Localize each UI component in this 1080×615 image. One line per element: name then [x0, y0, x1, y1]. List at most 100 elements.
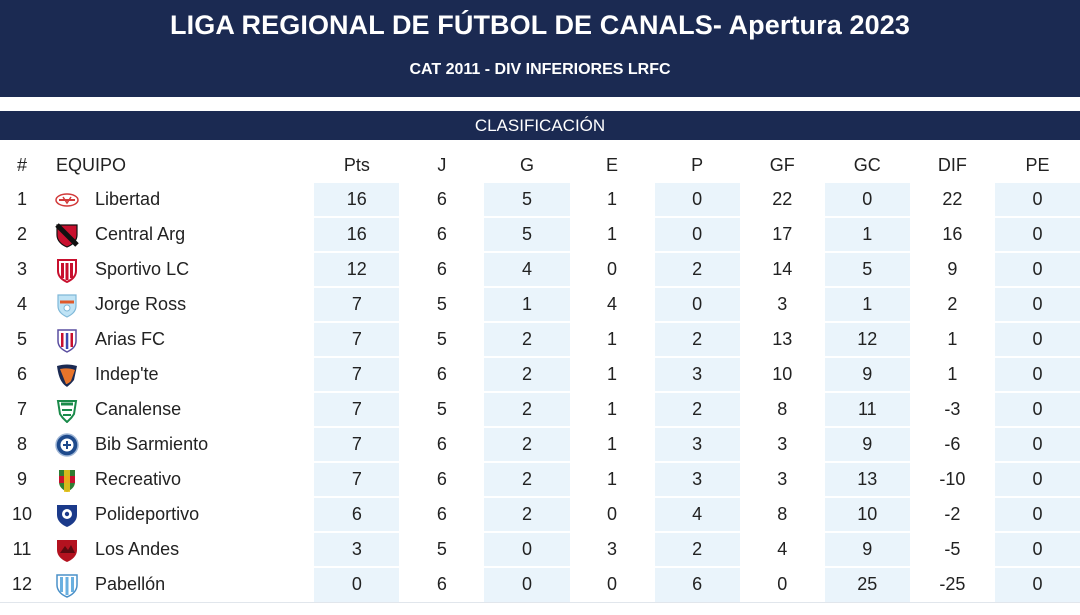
team-cell[interactable]: Libertad: [44, 181, 315, 217]
team-cell[interactable]: Los Andes: [44, 531, 315, 567]
team-name[interactable]: Los Andes: [95, 539, 180, 559]
j-cell: 6: [399, 356, 485, 392]
team-cell[interactable]: Pabellón: [44, 566, 315, 602]
pe-cell: 0: [994, 531, 1080, 567]
gf-cell: 8: [739, 496, 825, 532]
j-cell: 6: [399, 251, 485, 287]
table-row[interactable]: 6 Indep'te 7 6 2 1 3 10 9 1 0: [0, 356, 1080, 392]
e-cell: 1: [569, 391, 655, 427]
table-row[interactable]: 12 Pabellón 0 6 0 0 6 0 25 -25 0: [0, 566, 1080, 602]
column-header-dif[interactable]: DIF: [937, 155, 967, 175]
g-cell: 2: [484, 391, 570, 427]
j-cell: 6: [399, 496, 485, 532]
gc-cell: 0: [824, 181, 910, 217]
table-row[interactable]: 1 Libertad 16 6 5 1 0 22 0 22 0: [0, 181, 1080, 217]
team-wrap: Central Arg: [44, 222, 314, 248]
team-wrap: Pabellón: [44, 572, 314, 598]
team-cell[interactable]: Arias FC: [44, 321, 315, 357]
team-name[interactable]: Pabellón: [95, 574, 166, 595]
table-row[interactable]: 2 Central Arg 16 6 5 1 0 17 1 16 0: [0, 216, 1080, 252]
team-name[interactable]: Arias FC: [95, 329, 166, 349]
team-cell[interactable]: Sportivo LC: [44, 251, 315, 287]
team-wrap: Jorge Ross: [44, 292, 314, 318]
p-cell: 0: [654, 216, 740, 252]
gc-cell: 1: [824, 286, 910, 322]
table-row[interactable]: 11 Los Andes 3 5 0 3 2 4 9 -5 0: [0, 531, 1080, 567]
column-header-pos[interactable]: #: [17, 155, 28, 175]
table-row[interactable]: 10 Polideportivo 6 6 2 0 4 8 10 -2 0: [0, 496, 1080, 532]
e-cell: 3: [569, 531, 655, 567]
dif-cell: 16: [909, 216, 995, 252]
g-cell: 2: [484, 321, 570, 357]
column-header-p[interactable]: P: [691, 155, 704, 175]
table-row[interactable]: 3 Sportivo LC 12 6 4 0 2 14 5 9 0: [0, 251, 1080, 287]
team-cell[interactable]: Bib Sarmiento: [44, 426, 315, 462]
p-cell: 2: [654, 391, 740, 427]
team-cell[interactable]: Polideportivo: [44, 496, 315, 532]
team-name[interactable]: Polideportivo: [95, 504, 200, 524]
pts-cell: 0: [314, 566, 400, 602]
standings-table: # EQUIPO Pts J G E P GF GC DIF PE 1 Liber…: [0, 150, 1080, 603]
table-row[interactable]: 5 Arias FC 7 5 2 1 2 13 12 1 0: [0, 321, 1080, 357]
column-header-pe[interactable]: PE: [1025, 155, 1050, 175]
dif-cell: 1: [909, 356, 995, 392]
team-cell[interactable]: Canalense: [44, 391, 315, 427]
table-row[interactable]: 9 Recreativo 7 6 2 1 3 3 13 -10 0: [0, 461, 1080, 497]
team-cell[interactable]: Recreativo: [44, 461, 315, 497]
column-header-pts[interactable]: Pts: [343, 155, 370, 175]
team-name[interactable]: Libertad: [95, 189, 161, 209]
column-header-j[interactable]: J: [437, 155, 447, 175]
gf-cell: 3: [739, 461, 825, 497]
team-name[interactable]: Recreativo: [95, 469, 182, 489]
position-cell: 8: [0, 426, 45, 462]
central-arg-crest-icon: [54, 222, 80, 248]
pe-cell: 0: [994, 181, 1080, 217]
column-header-gf[interactable]: GF: [769, 155, 795, 175]
pts-cell: 7: [314, 391, 400, 427]
g-cell: 2: [484, 461, 570, 497]
position-cell: 2: [0, 216, 45, 252]
table-row[interactable]: 7 Canalense 7 5 2 1 2 8 11 -3 0: [0, 391, 1080, 427]
team-name[interactable]: Indep'te: [95, 364, 159, 384]
team-wrap: Canalense: [44, 397, 314, 423]
team-cell[interactable]: Jorge Ross: [44, 286, 315, 322]
bib-sarmiento-crest-icon: [54, 432, 80, 458]
gf-cell: 17: [739, 216, 825, 252]
column-header-gc[interactable]: GC: [853, 155, 881, 175]
p-cell: 3: [654, 356, 740, 392]
column-header-g[interactable]: G: [519, 155, 534, 175]
p-cell: 6: [654, 566, 740, 602]
gf-cell: 8: [739, 391, 825, 427]
pe-cell: 0: [994, 286, 1080, 322]
p-cell: 3: [654, 426, 740, 462]
pts-cell: 6: [314, 496, 400, 532]
e-cell: 1: [569, 356, 655, 392]
team-name[interactable]: Bib Sarmiento: [95, 434, 209, 454]
table-row[interactable]: 8 Bib Sarmiento 7 6 2 1 3 3 9 -6 0: [0, 426, 1080, 462]
j-cell: 6: [399, 461, 485, 497]
j-cell: 5: [399, 321, 485, 357]
dif-cell: 1: [909, 321, 995, 357]
team-cell[interactable]: Central Arg: [44, 216, 315, 252]
team-wrap: Polideportivo: [44, 502, 314, 528]
team-name[interactable]: Canalense: [95, 399, 182, 419]
g-cell: 4: [484, 251, 570, 287]
j-cell: 5: [399, 391, 485, 427]
gf-cell: 3: [739, 426, 825, 462]
team-name[interactable]: Central Arg: [95, 224, 186, 244]
team-name[interactable]: Sportivo LC: [95, 259, 190, 279]
pe-cell: 0: [994, 426, 1080, 462]
position-cell: 10: [0, 496, 45, 532]
dif-cell: -3: [909, 391, 995, 427]
gc-cell: 10: [824, 496, 910, 532]
team-name[interactable]: Jorge Ross: [95, 294, 187, 314]
gc-cell: 25: [824, 566, 910, 602]
column-header-team[interactable]: EQUIPO: [56, 155, 127, 175]
table-row[interactable]: 4 Jorge Ross 7 5 1 4 0 3 1 2 0: [0, 286, 1080, 322]
p-cell: 2: [654, 251, 740, 287]
dif-cell: -2: [909, 496, 995, 532]
column-header-e[interactable]: E: [606, 155, 619, 175]
team-cell[interactable]: Indep'te: [44, 356, 315, 392]
polideportivo-crest-icon: [54, 502, 80, 528]
g-cell: 2: [484, 356, 570, 392]
